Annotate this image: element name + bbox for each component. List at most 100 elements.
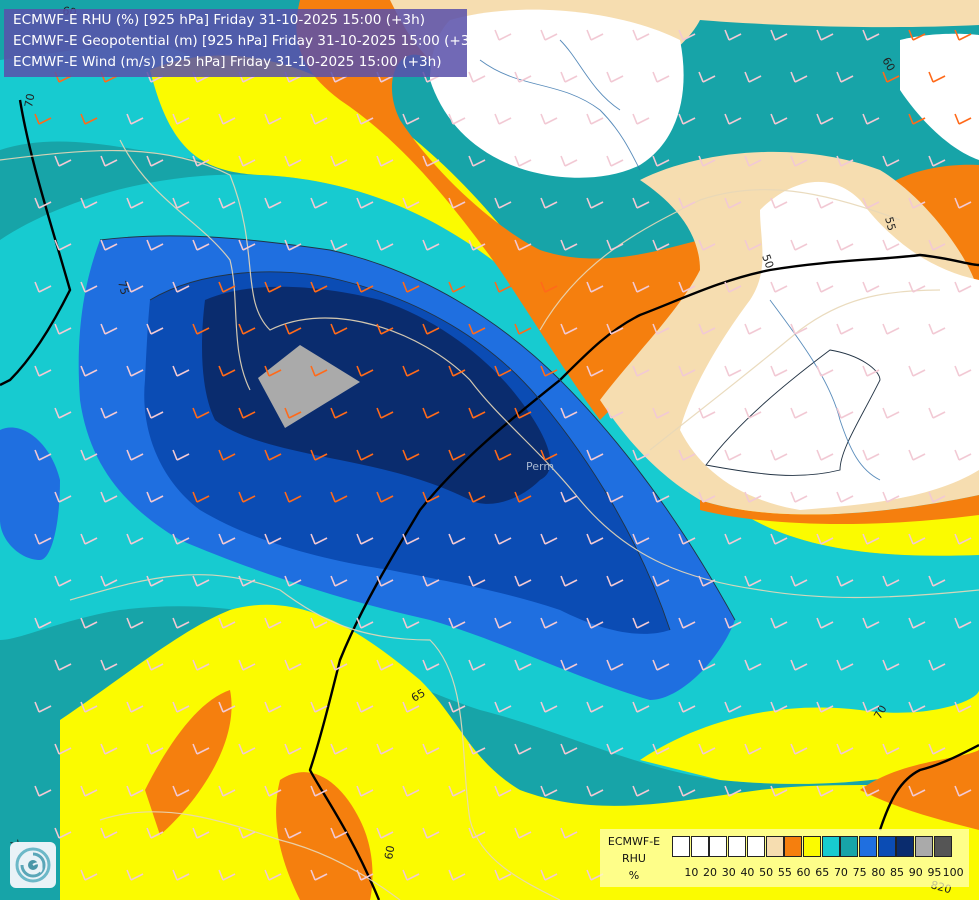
wind-barb-icon <box>284 239 302 251</box>
wind-barb-icon <box>514 323 532 335</box>
wind-barb-icon <box>724 29 742 41</box>
wind-barb-icon <box>698 743 716 755</box>
rh-band-50-north <box>430 9 684 178</box>
wind-barb-icon <box>402 701 420 713</box>
wind-barb-icon <box>284 323 302 335</box>
wind-barb-icon <box>494 533 512 545</box>
wind-barb-icon <box>540 533 558 545</box>
wind-barb-icon <box>862 785 880 797</box>
wind-barb-icon <box>402 281 420 293</box>
wind-barb-icon <box>606 239 624 251</box>
wind-barb-icon <box>724 197 742 209</box>
wind-barb-icon <box>678 113 696 125</box>
wind-barb-icon <box>192 491 210 503</box>
wind-barbs <box>34 29 972 881</box>
legend-swatch <box>896 836 915 857</box>
wind-barb-icon <box>494 29 512 41</box>
wind-barb-icon <box>238 407 256 419</box>
rh-band-50-east <box>680 181 979 511</box>
contour-label: 65 <box>409 686 428 704</box>
wind-barb-icon <box>514 155 532 167</box>
wind-barb-icon <box>560 827 578 839</box>
legend-tick: 65 <box>815 866 830 879</box>
wind-barb-icon <box>790 491 808 503</box>
title-wind: ECMWF-E Wind (m/s) [925 hPa] Friday 31-1… <box>13 54 442 70</box>
wind-barb-icon <box>770 701 788 713</box>
rh-contour-east <box>705 349 881 476</box>
wind-barb-icon <box>586 29 604 41</box>
wind-barb-icon <box>34 533 52 545</box>
wind-barb-icon <box>54 827 72 839</box>
wind-barb-icon <box>632 29 650 41</box>
legend-tick: 95 <box>927 866 942 879</box>
wind-barb-icon <box>494 365 512 377</box>
wind-barb-icon <box>264 449 282 461</box>
wind-barb-icon <box>172 533 190 545</box>
wind-barb-icon <box>264 281 282 293</box>
wind-barb-icon <box>126 869 144 881</box>
wind-barb-icon <box>100 323 118 335</box>
wind-barb-icon <box>954 197 972 209</box>
wind-barb-icon <box>330 827 348 839</box>
wind-barb-icon <box>816 533 834 545</box>
rh-contour-80 <box>99 235 736 621</box>
wind-barb-icon <box>908 29 926 41</box>
wind-barb-icon <box>882 239 900 251</box>
wind-barb-icon <box>724 785 742 797</box>
wind-barb-icon <box>606 743 624 755</box>
wind-barb-icon <box>126 113 144 125</box>
wind-barb-icon <box>954 617 972 629</box>
wind-barb-icon <box>448 449 466 461</box>
legend-swatch <box>746 836 765 857</box>
wind-barb-icon <box>540 29 558 41</box>
legend-tick: 85 <box>890 866 905 879</box>
wind-barb-icon <box>146 155 164 167</box>
wind-barb-icon <box>652 323 670 335</box>
wind-barb-icon <box>34 449 52 461</box>
wind-barb-icon <box>238 743 256 755</box>
wind-barb-icon <box>678 29 696 41</box>
ecmwf-logo-icon <box>10 842 56 888</box>
wind-barb-icon <box>126 617 144 629</box>
wind-barb-icon <box>284 659 302 671</box>
wind-barb-icon <box>744 575 762 587</box>
rh-band-60-se <box>860 750 979 830</box>
wind-barb-icon <box>402 869 420 881</box>
wind-barb-icon <box>284 407 302 419</box>
wind-barb-icon <box>514 71 532 83</box>
wind-barb-icon <box>330 659 348 671</box>
wind-barb-icon <box>422 239 440 251</box>
wind-barb-icon <box>744 659 762 671</box>
legend-tick: 100 <box>942 866 964 879</box>
wind-barb-icon <box>80 365 98 377</box>
wind-barb-icon <box>468 239 486 251</box>
borders <box>0 139 979 900</box>
legend-tick: 75 <box>852 866 867 879</box>
wind-barb-icon <box>560 239 578 251</box>
wind-barb-icon <box>218 365 236 377</box>
wind-barb-icon <box>264 113 282 125</box>
wind-barb-icon <box>908 533 926 545</box>
river-1 <box>479 59 641 171</box>
legend-tick: 80 <box>871 866 886 879</box>
wind-barb-icon <box>126 281 144 293</box>
wind-barb-icon <box>770 281 788 293</box>
wind-barb-icon <box>192 323 210 335</box>
wind-barb-icon <box>238 827 256 839</box>
contour-label: 55 <box>882 215 898 232</box>
wind-barb-icon <box>790 71 808 83</box>
wind-barb-icon <box>540 869 558 881</box>
wind-barb-icon <box>816 449 834 461</box>
wind-barb-icon <box>816 365 834 377</box>
wind-barb-icon <box>192 239 210 251</box>
wind-barb-icon <box>816 701 834 713</box>
wind-barb-icon <box>238 323 256 335</box>
map-title-box: ECMWF-E RHU (%) [925 hPa] Friday 31-10-2… <box>4 9 483 77</box>
wind-barb-icon <box>586 785 604 797</box>
wind-barb-icon <box>422 155 440 167</box>
wind-barb-icon <box>882 491 900 503</box>
wind-barb-icon <box>652 491 670 503</box>
wind-barb-icon <box>34 365 52 377</box>
wind-barb-icon <box>264 701 282 713</box>
